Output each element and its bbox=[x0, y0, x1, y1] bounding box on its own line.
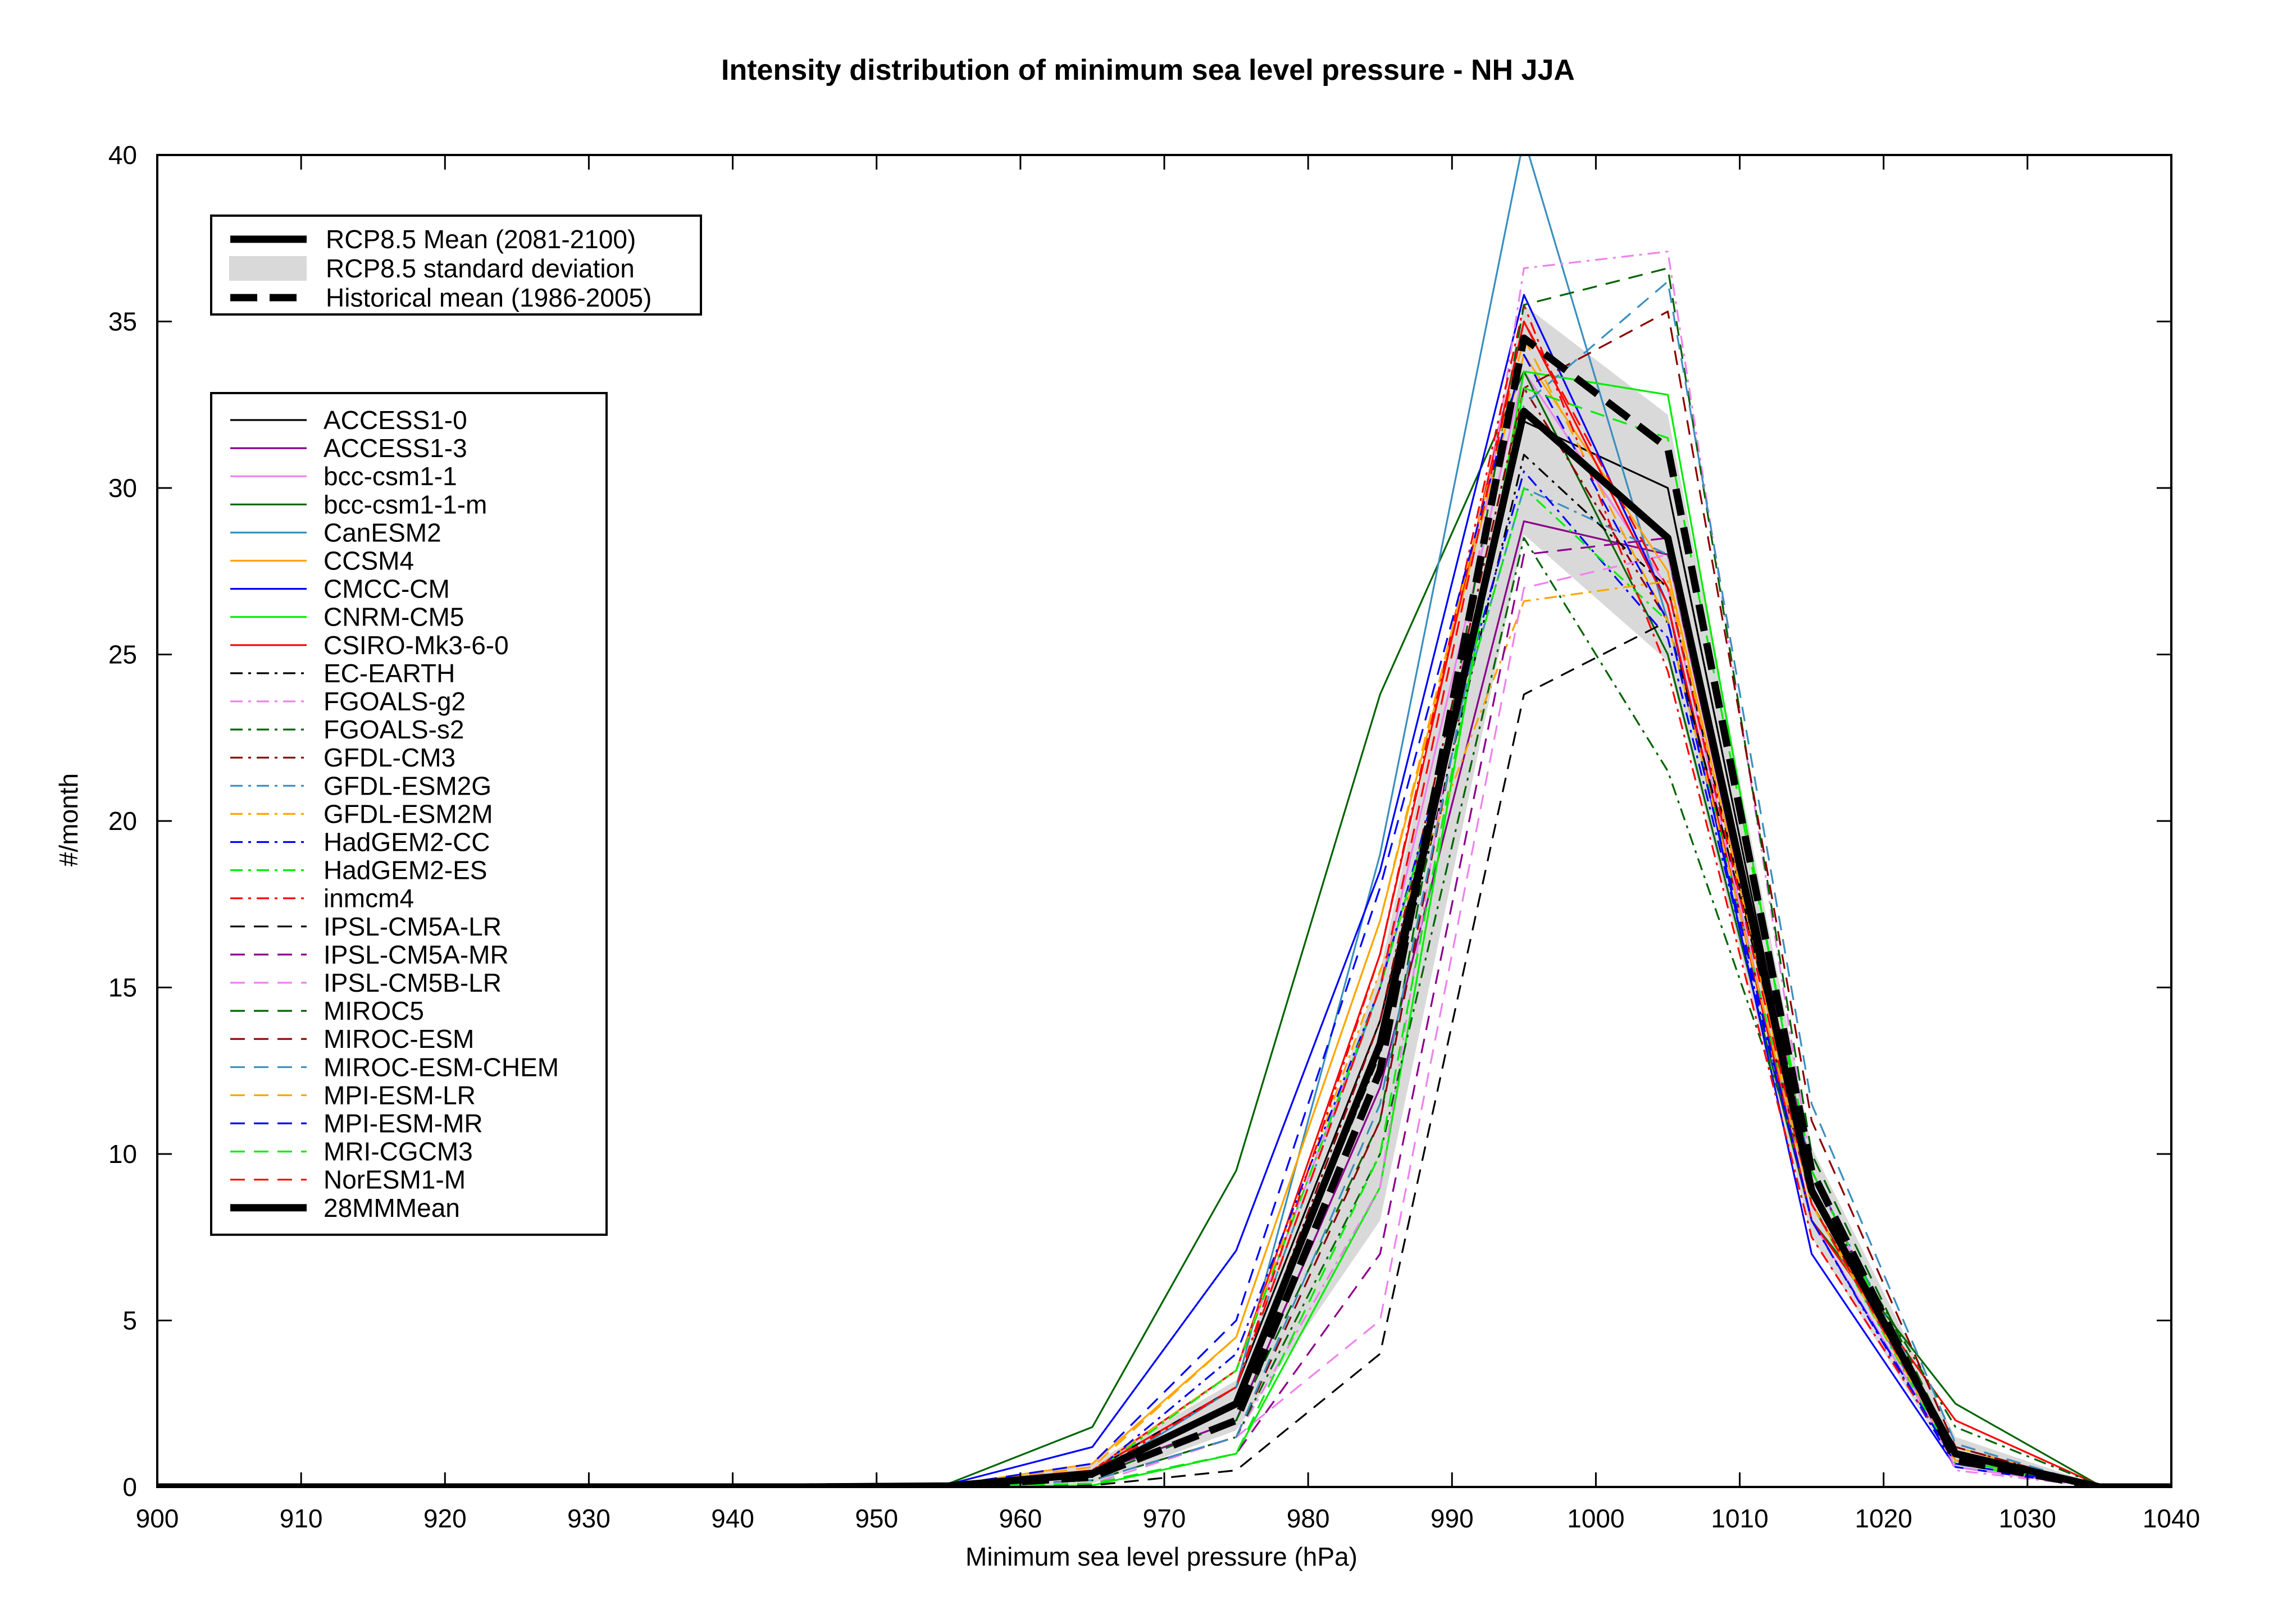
x-tick-label: 1000 bbox=[1567, 1504, 1624, 1533]
axis-layer: 900 910 920 930 940 950 960 970 980 990 1000 1010 10… bbox=[108, 140, 2200, 1533]
legend-entry-label: FGOALS-g2 bbox=[324, 687, 466, 716]
x-tick-label: 970 bbox=[1143, 1504, 1186, 1533]
legend-entry-label: GFDL-ESM2M bbox=[324, 799, 493, 828]
legend-entry-label: MRI-CGCM3 bbox=[324, 1137, 473, 1166]
legend-entry-label: CNRM-CM5 bbox=[324, 603, 464, 632]
x-tick-label: 920 bbox=[423, 1504, 467, 1533]
chart-title: Intensity distribution of minimum sea le… bbox=[721, 54, 1575, 86]
legend-entry-label: inmcm4 bbox=[324, 884, 414, 913]
x-tick-label: 990 bbox=[1431, 1504, 1474, 1533]
series-line-RCP8.5 Mean (2081-2100) bbox=[157, 408, 2171, 1487]
legend-entry-label: MPI-ESM-MR bbox=[324, 1109, 483, 1138]
x-tick-label: 960 bbox=[999, 1504, 1042, 1533]
series-line-CMCC-CM bbox=[157, 294, 2171, 1487]
legend-entry-label: FGOALS-s2 bbox=[324, 715, 464, 744]
y-tick-label: 40 bbox=[108, 140, 137, 170]
legend-entry-label: MPI-ESM-LR bbox=[324, 1080, 476, 1110]
x-tick-label: 930 bbox=[567, 1504, 611, 1533]
legend-entry-label: CanESM2 bbox=[324, 518, 441, 547]
y-axis-label: #/month bbox=[54, 773, 83, 866]
legend-entry-label: IPSL-CM5A-LR bbox=[324, 912, 502, 941]
legend-entry-label: 28MMMean bbox=[324, 1193, 460, 1222]
legend-entry-label: bcc-csm1-1-m bbox=[324, 490, 487, 519]
legend-entry-label: HadGEM2-ES bbox=[324, 856, 487, 885]
legend-models: ACCESS1-0ACCESS1-3bcc-csm1-1bcc-csm1-1-m… bbox=[210, 392, 608, 1236]
y-tick-label: 30 bbox=[108, 473, 137, 503]
x-tick-label: 1040 bbox=[2143, 1504, 2200, 1533]
x-tick-label: 910 bbox=[280, 1504, 323, 1533]
y-tick-label: 10 bbox=[108, 1139, 137, 1169]
legend-entry-label: NorESM1-M bbox=[324, 1165, 466, 1194]
legend-entry-label: RCP8.5 standard deviation bbox=[326, 254, 635, 283]
thick-series-layer bbox=[157, 334, 2171, 1487]
legend-entry-label: CSIRO-Mk3-6-0 bbox=[324, 631, 509, 660]
x-tick-label: 1030 bbox=[1999, 1504, 2056, 1533]
x-tick-label: 950 bbox=[855, 1504, 898, 1533]
legend-entry-label: ACCESS1-3 bbox=[324, 434, 467, 463]
legend-entry-label: MIROC-ESM bbox=[324, 1024, 474, 1053]
y-tick-label: 20 bbox=[108, 806, 137, 836]
std-band bbox=[229, 304, 2099, 1487]
legend-entry-label: CCSM4 bbox=[324, 546, 414, 576]
std-band-layer bbox=[229, 304, 2099, 1487]
legend-entry-label: ACCESS1-0 bbox=[324, 405, 467, 435]
legend-entry-label: MIROC-ESM-CHEM bbox=[324, 1052, 559, 1082]
series-line-MPI-ESM-MR bbox=[157, 354, 2171, 1487]
y-tick-label: 0 bbox=[122, 1472, 137, 1502]
legend-entry-label: Historical mean (1986-2005) bbox=[326, 283, 652, 312]
series-line-inmcm4 bbox=[157, 304, 2171, 1487]
x-tick-label: 980 bbox=[1287, 1504, 1330, 1533]
x-tick-label: 900 bbox=[136, 1504, 179, 1533]
series-line-NorESM1-M bbox=[157, 320, 2171, 1487]
legend-top: RCP8.5 Mean (2081-2100)RCP8.5 standard d… bbox=[210, 215, 702, 316]
legend-entry-label: MIROC5 bbox=[324, 996, 424, 1025]
legend-entry-label: CMCC-CM bbox=[324, 574, 450, 604]
x-tick-label: 1020 bbox=[1855, 1504, 1912, 1533]
legend-entry-label: EC-EARTH bbox=[324, 659, 455, 688]
y-tick-label: 25 bbox=[108, 640, 137, 669]
y-tick-label: 5 bbox=[122, 1306, 137, 1335]
y-tick-label: 15 bbox=[108, 973, 137, 1002]
series-line-bcc-csm1-1-m bbox=[157, 370, 2171, 1487]
x-tick-label: 1010 bbox=[1711, 1504, 1768, 1533]
x-tick-label: 940 bbox=[711, 1504, 754, 1533]
legend-entry-label: IPSL-CM5A-MR bbox=[324, 940, 509, 969]
y-tick-label: 35 bbox=[108, 307, 137, 336]
legend-entry-label: bcc-csm1-1 bbox=[324, 462, 457, 491]
legend-entry-label: RCP8.5 Mean (2081-2100) bbox=[326, 225, 636, 254]
legend-entry-label: GFDL-CM3 bbox=[324, 743, 455, 772]
legend-entry-label: IPSL-CM5B-LR bbox=[324, 968, 502, 997]
x-axis-label: Minimum sea level pressure (hPa) bbox=[965, 1542, 1357, 1571]
legend-swatch-band bbox=[229, 256, 307, 281]
legend-entry-label: HadGEM2-CC bbox=[324, 828, 490, 857]
legend-entry-label: GFDL-ESM2G bbox=[324, 771, 491, 800]
series-line-FGOALS-s2 bbox=[157, 537, 2171, 1487]
